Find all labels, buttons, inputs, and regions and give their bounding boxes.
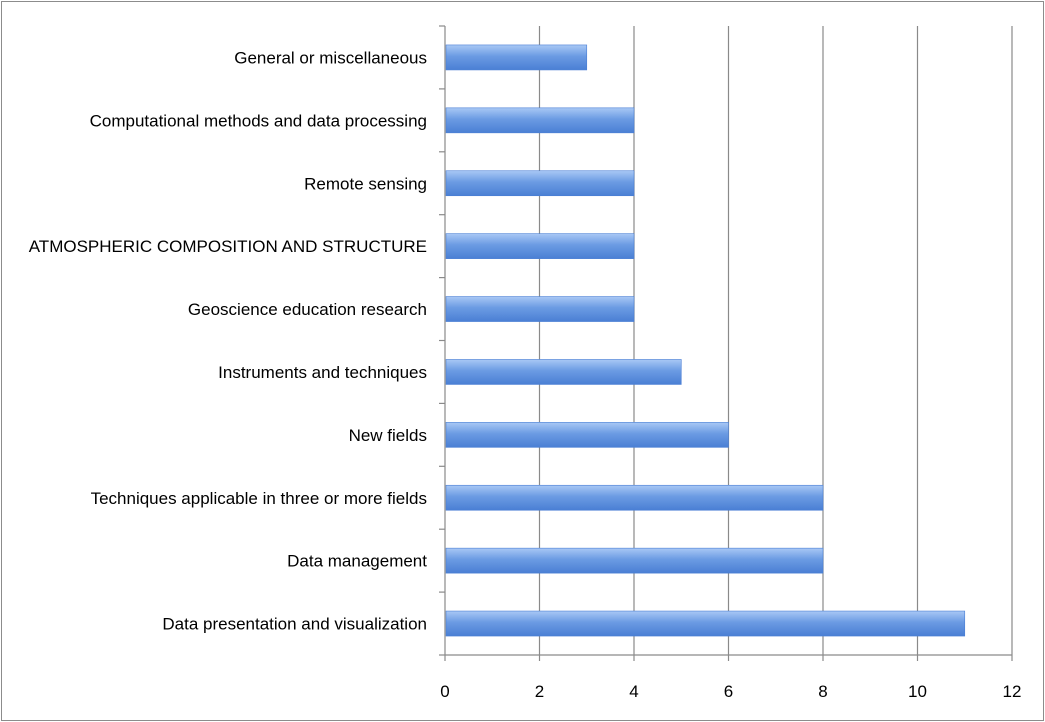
category-label: General or miscellaneous [234,48,427,67]
category-label: Computational methods and data processin… [90,111,427,130]
category-label: Remote sensing [304,174,427,193]
category-label: Geoscience education research [188,300,427,319]
bar [445,233,635,259]
bars [445,44,966,637]
bar [445,547,824,574]
bar [445,107,635,134]
bar [445,296,635,322]
x-tick-label: 8 [818,682,827,701]
bar [445,422,729,448]
x-tick-label: 10 [908,682,927,701]
category-label: ATMOSPHERIC COMPOSITION AND STRUCTURE [29,237,427,256]
axes [439,25,1013,661]
bar [445,44,588,71]
x-tick-label: 4 [629,682,638,701]
bar [445,170,635,197]
x-tick-label: 2 [535,682,544,701]
category-label: Instruments and techniques [218,363,427,382]
bar [445,484,824,511]
x-tick-label: 6 [724,682,733,701]
category-label: Techniques applicable in three or more f… [91,489,427,508]
x-tick-label: 0 [440,682,449,701]
category-label: Data presentation and visualization [162,615,427,634]
bar [445,610,966,637]
labels: 0 2 4 6 8 10 12 General or miscellaneous Computa… [29,48,1022,701]
x-tick-label: 12 [1003,682,1022,701]
bar [445,359,682,385]
category-label: New fields [349,426,427,445]
category-label: Data management [287,552,427,571]
